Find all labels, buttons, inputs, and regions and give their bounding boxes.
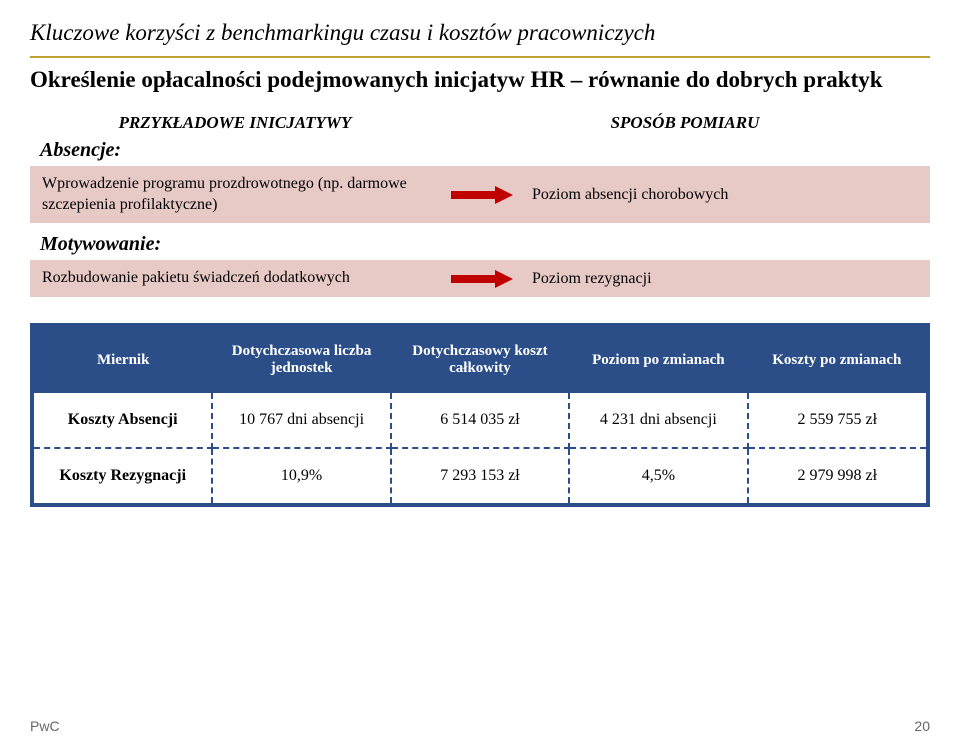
cell: 6 514 035 zł: [391, 393, 569, 448]
col-miernik: Miernik: [34, 327, 212, 393]
arrow-icon: [442, 186, 522, 204]
section-label: Motywowanie:: [40, 233, 930, 256]
cell: 4 231 dni absencji: [569, 393, 747, 448]
table-row: Koszty Absencji 10 767 dni absencji 6 51…: [34, 393, 926, 448]
row-label: Koszty Rezygnacji: [34, 448, 212, 503]
measure-text: Poziom absencji chorobowych: [522, 186, 918, 204]
page-title: Kluczowe korzyści z benchmarkingu czasu …: [30, 20, 930, 46]
table-row: Koszty Rezygnacji 10,9% 7 293 153 zł 4,5…: [34, 448, 926, 503]
arrow-icon: [442, 270, 522, 288]
cell: 2 979 998 zł: [748, 448, 926, 503]
initiative-row: Rozbudowanie pakietu świadczeń dodatkowy…: [30, 260, 930, 297]
cell: 4,5%: [569, 448, 747, 503]
col-koszty-po-zmianach: Koszty po zmianach: [748, 327, 926, 393]
brand-label: PwC: [30, 718, 60, 734]
initiative-row: Wprowadzenie programu prozdrowotnego (np…: [30, 166, 930, 224]
cell: 10,9%: [212, 448, 390, 503]
col-poziom-po-zmianach: Poziom po zmianach: [569, 327, 747, 393]
initiative-text: Rozbudowanie pakietu świadczeń dodatkowy…: [42, 268, 442, 289]
table-header-row: Miernik Dotychczasowa liczba jednostek D…: [34, 327, 926, 393]
footer: PwC 20: [30, 718, 930, 734]
column-headers: PRZYKŁADOWE INICJATYWY SPOSÓB POMIARU: [30, 113, 930, 133]
col-header-left: PRZYKŁADOWE INICJATYWY: [30, 113, 440, 133]
cell: 7 293 153 zł: [391, 448, 569, 503]
page-number: 20: [914, 718, 930, 734]
subtitle-rule: Określenie opłacalności podejmowanych in…: [30, 56, 930, 95]
col-dotychczasowy-koszt: Dotychczasowy koszt całkowity: [391, 327, 569, 393]
page-subtitle: Określenie opłacalności podejmowanych in…: [30, 66, 930, 95]
initiative-text: Wprowadzenie programu prozdrowotnego (np…: [42, 174, 442, 216]
metrics-table: Miernik Dotychczasowa liczba jednostek D…: [30, 323, 930, 507]
section-absences: Absencje: Wprowadzenie programu prozdrow…: [30, 139, 930, 224]
col-header-right: SPOSÓB POMIARU: [440, 113, 930, 133]
section-motivation: Motywowanie: Rozbudowanie pakietu świadc…: [30, 233, 930, 297]
cell: 2 559 755 zł: [748, 393, 926, 448]
cell: 10 767 dni absencji: [212, 393, 390, 448]
col-dotychczasowa-jednostek: Dotychczasowa liczba jednostek: [212, 327, 390, 393]
measure-text: Poziom rezygnacji: [522, 270, 918, 288]
row-label: Koszty Absencji: [34, 393, 212, 448]
section-label: Absencje:: [40, 139, 930, 162]
